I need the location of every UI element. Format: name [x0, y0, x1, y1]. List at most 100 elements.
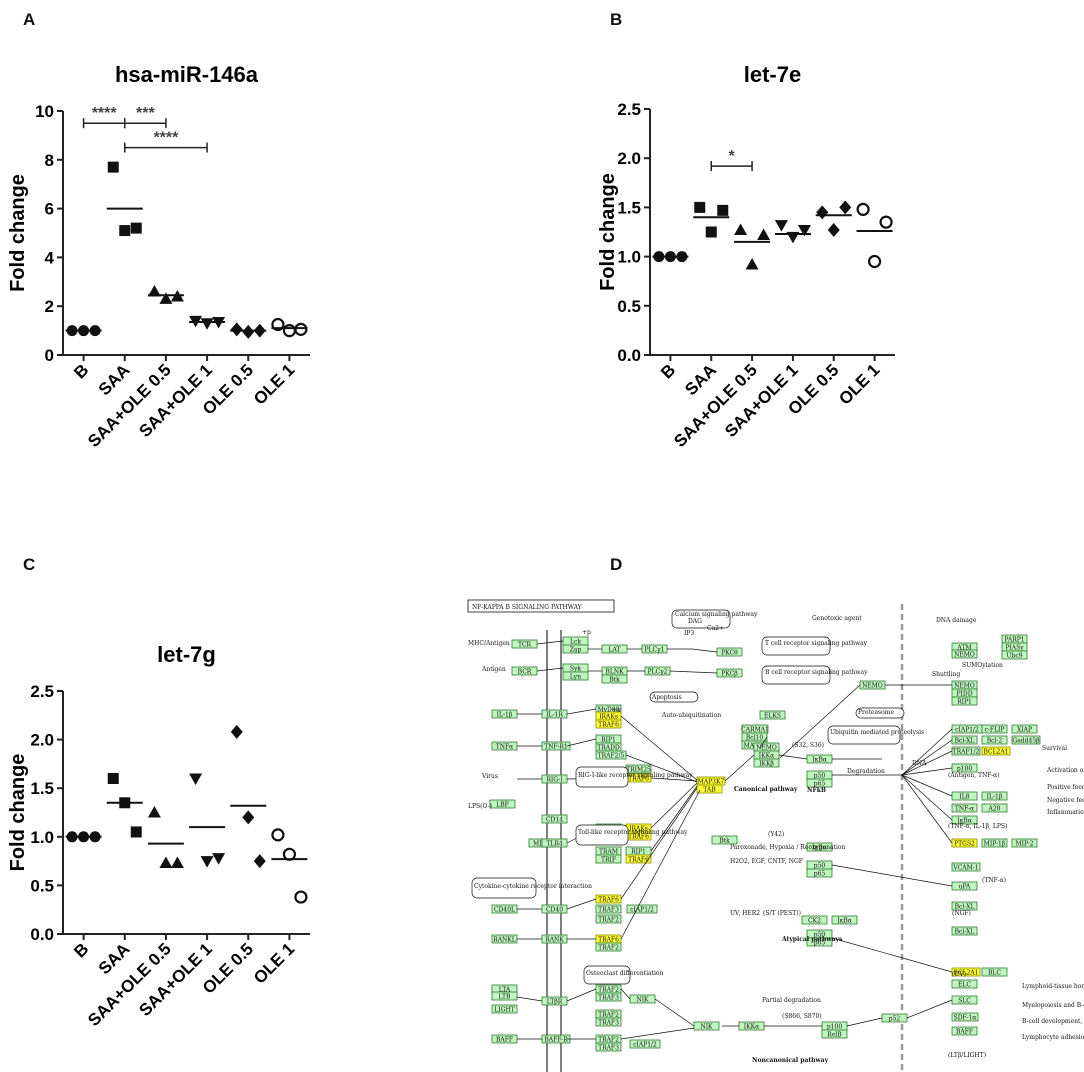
- pathway-label: NFkB: [807, 787, 826, 794]
- data-point: [212, 853, 226, 865]
- pathway-node-label: Syk: [570, 665, 582, 672]
- pathway-label: DNA damage: [936, 617, 977, 624]
- chart-title: hsa-miR-146a: [115, 62, 259, 87]
- pathway-node: [951, 1012, 979, 1022]
- pathway-node: [951, 901, 978, 911]
- pathway-node-label: p50: [814, 931, 826, 938]
- data-point: [253, 854, 266, 869]
- pathway-label: Partial degradation: [762, 997, 821, 1004]
- pathway-node: [696, 784, 723, 794]
- pathway-node-label: LTA: [499, 986, 511, 993]
- pathway-node: [629, 1039, 661, 1049]
- y-tick-label: 0.5: [30, 876, 54, 895]
- pathway-label: Paroxonade, Hypoxia / Reoxygenation: [730, 844, 845, 851]
- pathway-edge: [654, 998, 695, 1027]
- data-point: [119, 225, 131, 237]
- pathway-node-label: Zap: [570, 646, 582, 653]
- pathway-reference-box: [649, 691, 699, 703]
- pathway-node: [1011, 838, 1038, 848]
- data-point: [717, 204, 729, 216]
- pathway-node-label: Bcl-2: [987, 737, 1003, 744]
- pathway-node: [595, 992, 622, 1002]
- pathway-node-label: p100: [957, 765, 972, 772]
- pathway-node-label: MD-2: [533, 840, 550, 847]
- pathway-edge: [650, 777, 698, 782]
- pathway-node-label: Btk: [719, 837, 730, 844]
- pathway-label: Genotoxic agent: [812, 615, 862, 622]
- y-tick-label: 2.5: [30, 682, 54, 701]
- pathway-node-label: BLC: [988, 969, 1001, 976]
- y-tick-label: 0.0: [30, 925, 54, 944]
- y-tick-label: 2.5: [617, 100, 641, 119]
- pathway-reference-box: [855, 707, 905, 719]
- pathway-label: B-cell development, Survival: [1022, 1018, 1084, 1025]
- y-tick-label: 6: [45, 200, 54, 219]
- pathway-label: (NGF): [952, 910, 971, 917]
- chart-title: let-7e: [744, 62, 801, 87]
- pathway-node-label: ELC: [958, 981, 971, 988]
- pathway-node-label: TRAF6: [628, 833, 649, 840]
- pathway-node-label: TRAF3: [598, 906, 619, 913]
- pathway-node: [562, 671, 589, 681]
- x-tick-label: OLE 1: [250, 939, 298, 987]
- pathway-node-label: RANKL: [493, 936, 516, 943]
- data-point: [230, 322, 243, 337]
- pathway-node-label: IL8: [959, 793, 969, 800]
- pathway-node-label: TRAF3: [598, 1044, 619, 1051]
- pathway-node-label: TRAF2/5: [598, 752, 625, 759]
- pathway-node: [821, 1029, 848, 1039]
- pathway-label: Myelopoiesis and B-cell lymphopoiesis: [1022, 1002, 1084, 1009]
- pathway-node-label: NIK: [700, 1023, 713, 1030]
- y-tick-label: 1.5: [617, 198, 641, 217]
- pathway-node: [753, 758, 780, 768]
- pathway-label: (TNF-α, IL-1β, LPS): [948, 823, 1007, 830]
- pathway-edge: [831, 937, 953, 973]
- pathway-label: SUMOylation: [962, 662, 1003, 669]
- data-point: [867, 254, 882, 269]
- pathway-node-label: BAFF: [496, 1036, 513, 1043]
- pathway-node-label: TRAF1/2: [953, 748, 980, 755]
- pathway-node-label: TAB: [703, 786, 716, 793]
- pathway-edge: [566, 898, 597, 910]
- pathway-node: [595, 904, 622, 914]
- pathway-node-label: BAFF: [956, 1028, 973, 1035]
- significance-label: ****: [153, 130, 179, 147]
- data-point: [230, 724, 243, 739]
- pathway-node-label: NEMO: [954, 651, 975, 658]
- pathway-edge: [536, 640, 564, 645]
- pathway-node: [981, 838, 1008, 848]
- pathway-node-label: BCL2A1: [983, 748, 1008, 755]
- pathway-node: [951, 1026, 978, 1036]
- data-point: [242, 810, 255, 825]
- pathway-node-label: TRAF2: [598, 1011, 619, 1018]
- pathway-edge: [516, 996, 543, 1002]
- pathway-label: Positive feedback: [1047, 784, 1084, 791]
- pathway-node-label: Btk: [609, 676, 620, 683]
- data-point: [107, 161, 119, 173]
- pathway-node-label: cIAP1/2: [630, 906, 654, 913]
- pathway-node-label: IκBα: [812, 844, 827, 851]
- pathway-node: [625, 854, 652, 864]
- pathway-node-label: IL-1β: [497, 711, 513, 718]
- pathway-node-label: NIK: [636, 996, 649, 1003]
- significance-label: *: [729, 148, 736, 165]
- data-point: [757, 228, 771, 240]
- pathway-node: [1011, 724, 1038, 734]
- pathway-node: [806, 937, 833, 947]
- x-tick-label: B: [70, 360, 92, 382]
- pathway-node: [981, 724, 1008, 734]
- pathway-label: Apoptosis: [651, 694, 682, 701]
- y-tick-label: 0.0: [617, 346, 641, 365]
- data-point: [797, 225, 811, 237]
- pathway-node-label: BCR: [518, 668, 532, 675]
- pathway-edge: [620, 715, 698, 781]
- pathway-edge: [669, 670, 718, 674]
- data-point: [774, 220, 788, 232]
- data-point: [282, 847, 297, 861]
- pathway-node-label: p50: [814, 772, 826, 779]
- pathway-node-label: MyD88: [598, 706, 620, 713]
- pathway-node: [595, 914, 622, 924]
- pathway-node-label: TNF-α: [955, 805, 974, 812]
